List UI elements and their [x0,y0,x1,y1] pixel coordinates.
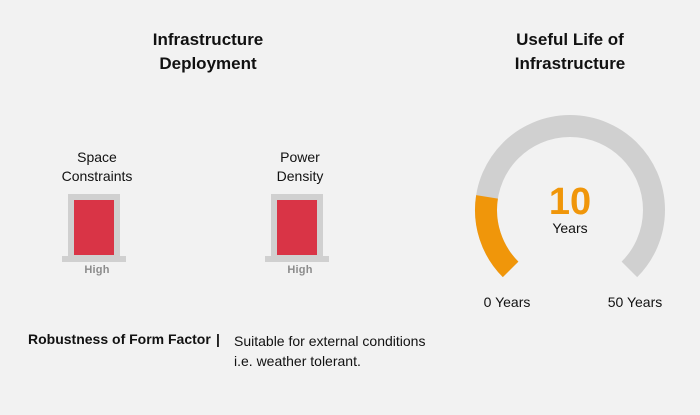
power-density-label: Power Density [276,149,324,184]
useful-life-value: 10 [548,181,592,223]
robustness-label: Robustness of Form Factor [28,331,211,347]
power-density-indicator: Power Density High [225,148,375,276]
indicator-base [265,256,329,262]
useful-life-title: Useful Life of Infrastructure [514,30,626,73]
space-constraints-label: Space Constraints [61,149,133,184]
infrastructure-deployment-title: Infrastructure Deployment [152,30,264,73]
indicator-fill [277,200,317,255]
space-constraints-level: High [84,264,110,276]
space-constraints-indicator: Space Constraints High [22,148,172,276]
robustness-description: Suitable for external conditions i.e. we… [234,333,426,369]
indicator-fill [74,200,114,255]
robustness-separator: | [216,331,220,347]
space-constraints-gauge [62,194,129,262]
gauge-max-label: 50 Years [607,294,663,310]
useful-life-gauge [475,115,665,278]
indicator-base [62,256,126,262]
power-density-level: High [287,264,313,276]
gauge-min-label: 0 Years [483,294,531,310]
power-density-gauge [265,194,332,262]
useful-life-unit: Years [552,220,588,236]
gauge-fill [475,195,519,278]
